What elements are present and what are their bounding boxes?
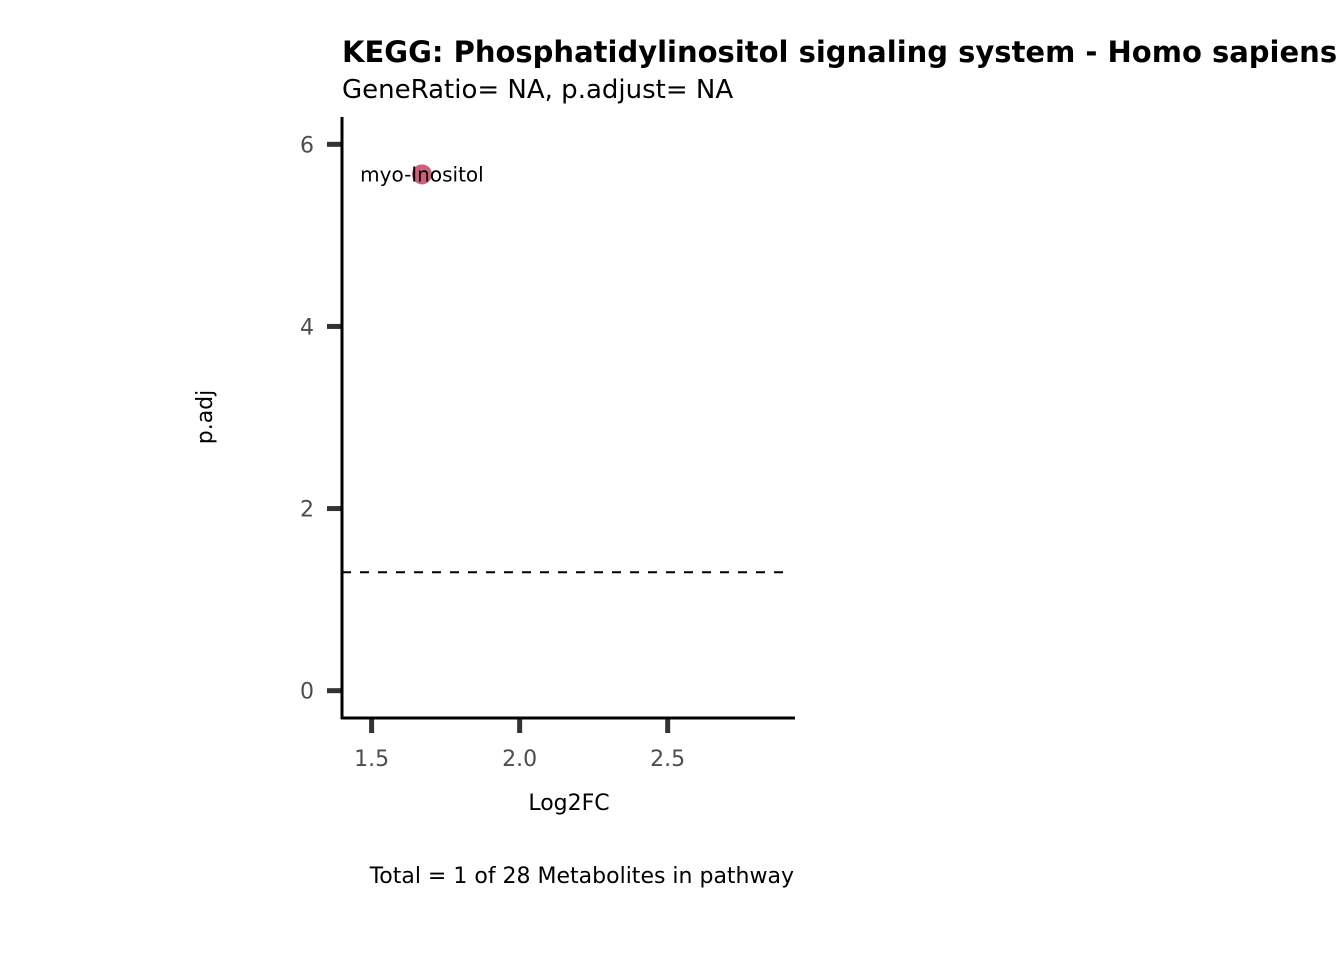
x-tick-label: 2.5 bbox=[650, 747, 685, 772]
y-tick-label: 4 bbox=[300, 315, 314, 340]
x-tick-label: 2.0 bbox=[502, 747, 537, 772]
y-tick-label: 6 bbox=[300, 133, 314, 158]
chart-subtitle: GeneRatio= NA, p.adjust= NA bbox=[342, 75, 733, 105]
chart-caption: Total = 1 of 28 Metabolites in pathway bbox=[369, 864, 794, 889]
x-axis-title: Log2FC bbox=[528, 791, 609, 816]
data-points: myo-Inositol bbox=[360, 162, 484, 186]
y-tick-label: 0 bbox=[300, 680, 314, 705]
chart-title: KEGG: Phosphatidylinositol signaling sys… bbox=[342, 35, 1344, 69]
x-tick-label: 1.5 bbox=[354, 747, 389, 772]
data-point-label: myo-Inositol bbox=[360, 162, 484, 186]
x-axis-ticks: 1.5 2.0 2.5 bbox=[354, 718, 685, 772]
y-tick-label: 2 bbox=[300, 498, 314, 523]
y-axis-ticks: 0 2 4 6 bbox=[300, 133, 342, 705]
y-axis-title: p.adj bbox=[193, 390, 218, 445]
data-point bbox=[411, 164, 432, 185]
